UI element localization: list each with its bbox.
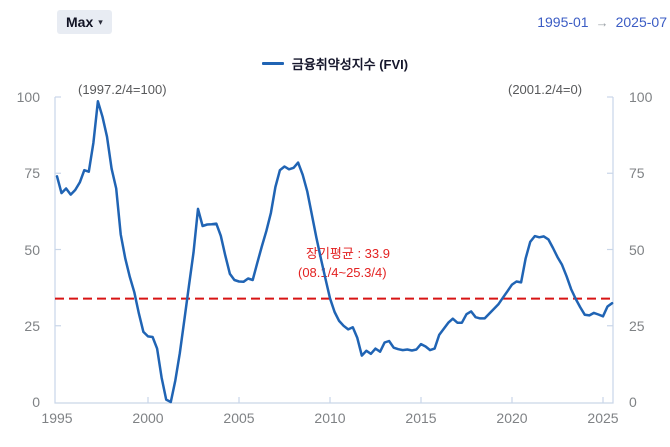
y-axis-label: 100 (629, 89, 653, 105)
date-start[interactable]: 1995-01 (537, 14, 589, 30)
range-max-label: Max (66, 14, 94, 30)
date-range: 1995-01 → 2025-07 (537, 14, 667, 30)
y-axis-label: 50 (24, 241, 40, 258)
legend-label: 금융취약성지수 (FVI) (291, 57, 409, 72)
date-end[interactable]: 2025-07 (615, 14, 667, 30)
y-axis-left-labels: 0 25 50 75 100 (0, 0, 44, 447)
y-axis-right-labels: 0 25 50 75 100 (629, 0, 669, 447)
y-axis-label: 75 (629, 165, 645, 182)
y-axis-label: 0 (32, 394, 40, 410)
arrow-right-icon: → (595, 14, 609, 30)
mean-annotation-value: 장기평균 : 33.9 (306, 246, 390, 261)
mean-annotation: 장기평균 : 33.9 (08.1/4~25.3/4) (298, 244, 390, 282)
y-axis-label: 0 (629, 394, 637, 410)
mean-annotation-period: (08.1/4~25.3/4) (298, 265, 387, 280)
y-axis-label: 50 (629, 241, 645, 258)
annotation-2001-zero: (2001.2/4=0) (508, 82, 583, 97)
y-axis-label: 25 (24, 317, 40, 334)
plot-frame (54, 97, 614, 404)
y-axis-label: 75 (24, 165, 40, 182)
legend-line-marker (261, 62, 284, 65)
annotation-1997-peak: (1997.2/4=100) (78, 82, 167, 97)
caret-down-icon: ▾ (98, 17, 103, 27)
legend-item-fvi[interactable]: 금융취약성지수 (FVI) (0, 54, 670, 73)
range-max-button[interactable]: Max ▾ (57, 10, 112, 34)
fvi-line (55, 100, 614, 404)
y-axis-label: 100 (16, 89, 40, 105)
y-axis-label: 25 (629, 317, 645, 334)
